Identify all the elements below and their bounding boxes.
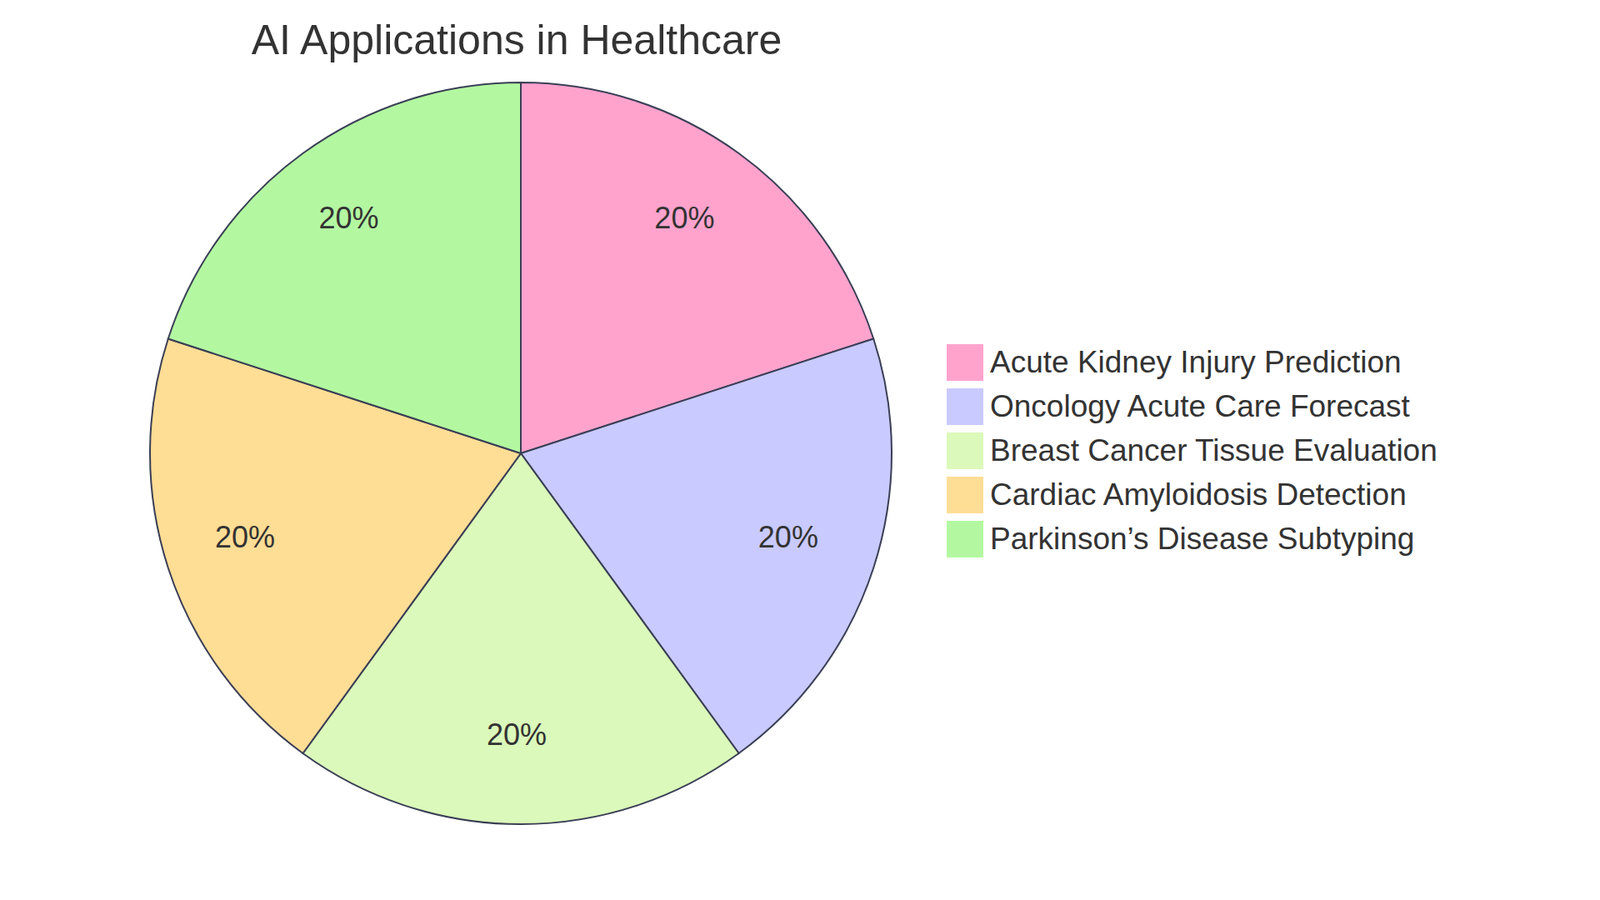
html-text:AI Applications in Healthcare: AI Applications in Healthcare <box>251 16 782 64</box>
svg-text:20%: 20% <box>486 717 547 752</box>
html-text:Parkinson’s Disease Subtyping: Parkinson’s Disease Subtyping <box>990 521 1415 556</box>
html-text:Acute Kidney Injury Prediction: Acute Kidney Injury Prediction <box>990 344 1402 379</box>
svg-text:20%: 20% <box>215 520 275 555</box>
html-text:Breast Cancer Tissue Evaluatio: Breast Cancer Tissue Evaluation <box>990 432 1438 468</box>
svg-text:20%: 20% <box>319 200 380 235</box>
html-text:Cardiac Amyloidosis Detection: Cardiac Amyloidosis Detection <box>990 477 1407 512</box>
html-text:Oncology Acute Care Forecast: Oncology Acute Care Forecast <box>990 388 1410 423</box>
svg-text:20%: 20% <box>758 520 819 555</box>
svg-text:20%: 20% <box>654 200 715 235</box>
